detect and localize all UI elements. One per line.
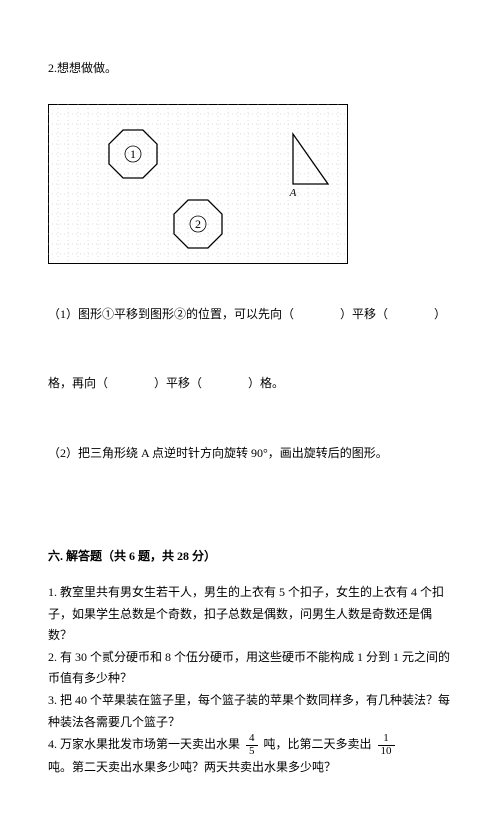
section6-title: 六. 解答题（共 6 题，共 28 分） (48, 546, 452, 568)
text: 吨，比第二天多卖出 (264, 737, 372, 751)
section6-q4-line2: 吨。第二天卖出水果多少吨？两天共卖出水果多少吨？ (48, 757, 452, 779)
q2-sub1-line2: 格，再向（ ）平移（ ）格。 (48, 373, 452, 395)
svg-text:A: A (289, 187, 297, 199)
denominator: 10 (378, 746, 395, 758)
text: 格，再向（ (48, 376, 108, 390)
q2-heading: 2.想想做做。 (48, 58, 452, 80)
q2-sub2: （2）把三角形绕 A 点逆时针方向旋转 90°，画出旋转后的图形。 (48, 443, 452, 465)
text: （1）图形①平移到图形②的位置，可以先向（ (48, 307, 294, 321)
q2-sub1-line1: （1）图形①平移到图形②的位置，可以先向（ ）平移（ ） (48, 304, 452, 326)
fraction-1-10: 1 10 (378, 733, 395, 757)
denominator: 5 (246, 746, 258, 758)
section6-q2: 2. 有 30 个贰分硬币和 8 个伍分硬币，用这些硬币不能构成 1 分到 1 … (48, 647, 452, 690)
section6-q1: 1. 教室里共有男女生若干人，男生的上衣有 5 个扣子，女生的上衣有 4 个扣子… (48, 582, 452, 647)
section6-q4-line1: 4. 万家水果批发市场第一天卖出水果 4 5 吨，比第二天多卖出 1 10 (48, 733, 452, 757)
svg-text:2: 2 (195, 217, 201, 231)
svg-text:1: 1 (130, 147, 136, 161)
section6-q3: 3. 把 40 个苹果装在篮子里，每个篮子装的苹果个数同样多，有几种装法？每种装… (48, 690, 452, 733)
q2-figure: 1 2 A (48, 104, 452, 264)
text: ）格。 (248, 376, 284, 390)
text: ） (434, 307, 446, 321)
text: ）平移（ (340, 307, 388, 321)
text: 4. 万家水果批发市场第一天卖出水果 (48, 737, 240, 751)
text: ）平移（ (154, 376, 202, 390)
grid-diagram: 1 2 A (48, 104, 348, 264)
numerator: 1 (378, 733, 395, 746)
fraction-4-5: 4 5 (246, 733, 258, 757)
numerator: 4 (246, 733, 258, 746)
